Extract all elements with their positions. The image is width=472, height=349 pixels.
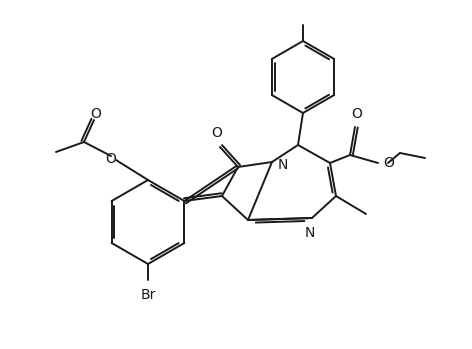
Text: O: O [352,107,362,121]
Text: O: O [211,126,222,140]
Text: N: N [305,226,315,240]
Text: O: O [383,156,394,170]
Text: O: O [91,107,101,121]
Text: O: O [106,152,117,166]
Text: Br: Br [140,288,156,302]
Text: N: N [278,158,288,172]
